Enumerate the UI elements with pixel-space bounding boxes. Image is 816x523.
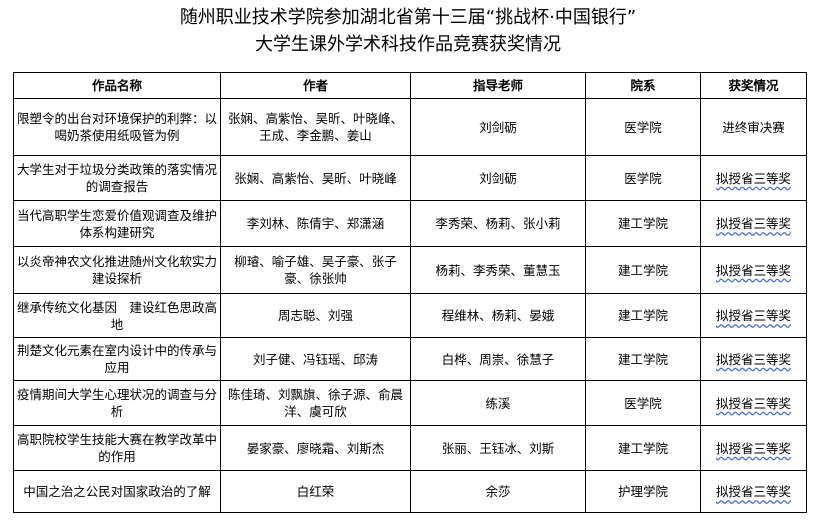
header-authors: 作者 <box>220 72 411 99</box>
cell-award: 拟授省三等奖 <box>700 337 807 381</box>
cell-award: 拟授省三等奖 <box>700 380 807 426</box>
table-row: 以炎帝神农文化推进随州文化软实力建设探析 柳璿、喻子雄、吴子豪、张子豪、徐张帅 杨莉… <box>13 246 807 294</box>
cell-award: 拟授省三等奖 <box>700 155 807 201</box>
cell-work-name: 高职院校学生技能大赛在教学改革中的作用 <box>13 425 221 471</box>
cell-advisors: 程维林、杨莉、晏娥 <box>410 293 586 338</box>
document-title: 随州职业技术学院参加湖北省第十三届“挑战杯·中国银行” 大学生课外学术科技作品竞… <box>0 4 816 58</box>
cell-advisors: 李秀荣、杨莉、张小莉 <box>410 200 586 247</box>
title-line-2: 大学生课外学术科技作品竞赛获奖情况 <box>255 34 561 55</box>
cell-award: 拟授省三等奖 <box>700 246 807 294</box>
cell-authors: 晏家豪、廖晓霜、刘斯杰 <box>220 425 411 471</box>
table-header-row: 作品名称 作者 指导老师 院系 获奖情况 <box>13 72 807 99</box>
cell-authors: 白红荣 <box>220 470 411 513</box>
cell-department: 建工学院 <box>585 337 701 381</box>
cell-work-name: 中国之治之公民对国家政治的了解 <box>13 470 221 513</box>
cell-work-name: 以炎帝神农文化推进随州文化软实力建设探析 <box>13 246 221 294</box>
table-row: 中国之治之公民对国家政治的了解 白红荣 余莎 护理学院 拟授省三等奖 <box>13 470 807 513</box>
table-row: 继承传统文化基因 建设红色思政高地 周志聪、刘强 程维林、杨莉、晏娥 建工学院 拟授省三… <box>13 293 807 338</box>
cell-work-name: 限塑令的出台对环境保护的利弊：以喝奶茶使用纸吸管为例 <box>13 98 221 156</box>
table-row: 疫情期间大学生心理状况的调查与分析 陈佳琦、刘飘旗、徐子源、俞晨洋、虞可欣 练溪 医学… <box>13 380 807 426</box>
table-row: 高职院校学生技能大赛在教学改革中的作用 晏家豪、廖晓霜、刘斯杰 张丽、王钰冰、刘斯建… <box>13 425 807 471</box>
cell-authors: 李刘林、陈倩宇、郑潇涵 <box>220 200 411 247</box>
cell-department: 医学院 <box>585 155 701 201</box>
header-department: 院系 <box>585 72 701 99</box>
table-row: 大学生对于垃圾分类政策的落实情况的调查报告 张娴、高紫怡、吴昕、叶晓峰 刘剑砺 医学院… <box>13 155 807 201</box>
cell-advisors: 杨莉、李秀荣、董慧玉 <box>410 246 586 294</box>
cell-authors: 刘子健、冯钰瑶、邱涛 <box>220 337 411 381</box>
cell-work-name: 继承传统文化基因 建设红色思政高地 <box>13 293 221 338</box>
cell-work-name: 大学生对于垃圾分类政策的落实情况的调查报告 <box>13 155 221 201</box>
cell-authors: 周志聪、刘强 <box>220 293 411 338</box>
cell-advisors: 张丽、王钰冰、刘斯 <box>410 425 586 471</box>
cell-award: 拟授省三等奖 <box>700 470 807 513</box>
cell-award: 拟授省三等奖 <box>700 425 807 471</box>
awards-table: 作品名称 作者 指导老师 院系 获奖情况 限塑令的出台对环境保护的利弊：以喝奶茶… <box>13 72 807 513</box>
cell-department: 医学院 <box>585 380 701 426</box>
cell-advisors: 余莎 <box>410 470 586 513</box>
header-award: 获奖情况 <box>700 72 807 99</box>
cell-advisors: 练溪 <box>410 380 586 426</box>
table-row: 荆楚文化元素在室内设计中的传承与应用 刘子健、冯钰瑶、邱涛 白桦、周崇、徐慧子 建工学… <box>13 337 807 381</box>
header-advisors: 指导老师 <box>410 72 586 99</box>
cell-work-name: 荆楚文化元素在室内设计中的传承与应用 <box>13 337 221 381</box>
cell-advisors: 刘剑砺 <box>410 98 586 156</box>
cell-department: 医学院 <box>585 98 701 156</box>
cell-department: 建工学院 <box>585 425 701 471</box>
cell-department: 建工学院 <box>585 200 701 247</box>
cell-work-name: 当代高职学生恋爱价值观调查及维护体系构建研究 <box>13 200 221 247</box>
cell-award: 进终审决赛 <box>700 98 807 156</box>
table-row: 当代高职学生恋爱价值观调查及维护体系构建研究 李刘林、陈倩宇、郑潇涵 李秀荣、杨莉、… <box>13 200 807 247</box>
cell-department: 护理学院 <box>585 470 701 513</box>
title-line-1: 随州职业技术学院参加湖北省第十三届“挑战杯·中国银行” <box>179 7 637 28</box>
cell-authors: 柳璿、喻子雄、吴子豪、张子豪、徐张帅 <box>220 246 411 294</box>
cell-department: 建工学院 <box>585 293 701 338</box>
cell-award: 拟授省三等奖 <box>700 293 807 338</box>
cell-authors: 张娴、高紫怡、吴昕、叶晓峰 <box>220 155 411 201</box>
cell-advisors: 白桦、周崇、徐慧子 <box>410 337 586 381</box>
cell-authors: 陈佳琦、刘飘旗、徐子源、俞晨洋、虞可欣 <box>220 380 411 426</box>
cell-work-name: 疫情期间大学生心理状况的调查与分析 <box>13 380 221 426</box>
header-work-name: 作品名称 <box>13 72 221 99</box>
cell-advisors: 刘剑砺 <box>410 155 586 201</box>
table-row: 限塑令的出台对环境保护的利弊：以喝奶茶使用纸吸管为例 张娴、高紫怡、吴昕、叶晓峰、… <box>13 98 807 156</box>
cell-department: 建工学院 <box>585 246 701 294</box>
cell-authors: 张娴、高紫怡、吴昕、叶晓峰、王成、李金鹏、姜山 <box>220 98 411 156</box>
cell-award: 拟授省三等奖 <box>700 200 807 247</box>
